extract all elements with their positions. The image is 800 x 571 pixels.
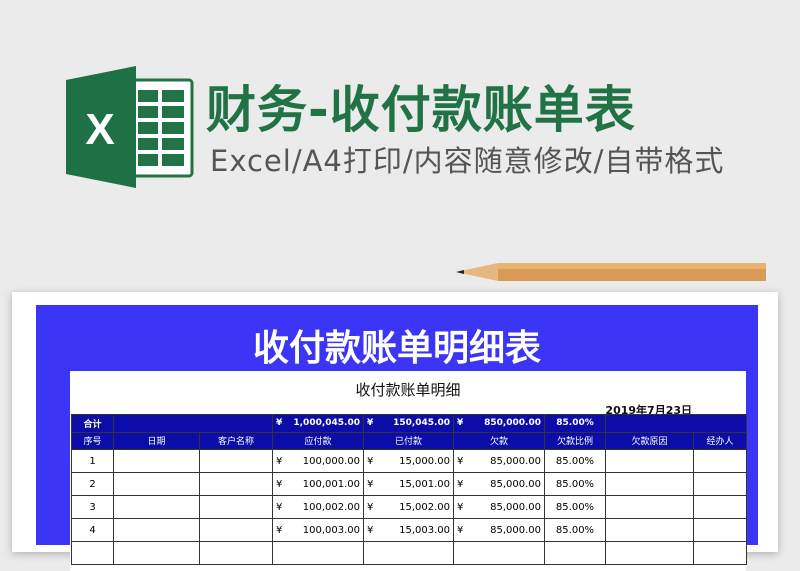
currency-symbol: ¥ — [276, 501, 283, 513]
cell-customer[interactable] — [199, 449, 273, 473]
column-header-row: 序号 日期 客户名称 应付款 已付款 欠款 欠款比例 欠款原因 经办人 — [71, 431, 747, 450]
payable-value: 100,001.00 — [302, 478, 360, 490]
currency-symbol: ¥ — [367, 455, 374, 467]
table-row: 4 ¥100,003.00 ¥15,003.00 ¥85,000.00 85.00% — [71, 518, 747, 542]
paid-value: 15,000.00 — [399, 455, 450, 467]
page-title: 财务-收付款账单表 — [206, 81, 636, 139]
cell-payable[interactable]: ¥100,000.00 — [272, 449, 364, 473]
cell-customer[interactable] — [199, 518, 273, 542]
paid-value: 15,003.00 — [399, 524, 450, 536]
cell-reason[interactable] — [605, 472, 694, 496]
currency-symbol: ¥ — [457, 418, 464, 429]
paid-value: 15,001.00 — [399, 478, 450, 490]
payable-value: 100,002.00 — [302, 501, 360, 513]
col-header: 日期 — [113, 431, 200, 450]
col-header: 序号 — [71, 431, 114, 450]
col-header: 已付款 — [363, 431, 454, 450]
table-row: 2 ¥100,001.00 ¥15,001.00 ¥85,000.00 85.00% — [71, 472, 747, 496]
cell-payable[interactable]: ¥100,002.00 — [272, 495, 364, 519]
cell-date[interactable] — [113, 518, 200, 542]
ledger-table: 合计 ¥1,000,045.00 ¥150,045.00 ¥850,000.00… — [71, 414, 747, 565]
sheet-date: 2019年7月23日 — [605, 404, 692, 417]
cell-paid[interactable]: ¥15,002.00 — [363, 495, 454, 519]
cell-owed[interactable]: ¥85,000.00 — [453, 449, 545, 473]
currency-symbol: ¥ — [276, 524, 283, 536]
table-row: 1 ¥100,000.00 ¥15,000.00 ¥85,000.00 85.00% — [71, 449, 747, 473]
currency-symbol: ¥ — [457, 501, 464, 513]
currency-symbol: ¥ — [457, 478, 464, 490]
cell-no[interactable]: 2 — [71, 472, 114, 496]
col-header: 欠款比例 — [544, 431, 606, 450]
excel-logo-icon: X — [66, 66, 194, 188]
sheet-title: 收付款账单明细 — [355, 381, 461, 399]
total-row: 合计 ¥1,000,045.00 ¥150,045.00 ¥850,000.00… — [71, 414, 747, 433]
currency-symbol: ¥ — [276, 455, 283, 467]
col-header: 应付款 — [272, 431, 364, 450]
cell-paid[interactable]: ¥15,001.00 — [363, 472, 454, 496]
logo-letter: X — [85, 105, 114, 154]
cell-paid[interactable]: ¥15,003.00 — [363, 518, 454, 542]
cell-no[interactable]: 1 — [71, 449, 114, 473]
owed-value: 85,000.00 — [490, 455, 541, 467]
currency-symbol: ¥ — [367, 418, 374, 429]
currency-symbol: ¥ — [457, 455, 464, 467]
cell-payable[interactable]: ¥100,003.00 — [272, 518, 364, 542]
total-payable: 1,000,045.00 — [293, 418, 360, 429]
cell-paid[interactable]: ¥15,000.00 — [363, 449, 454, 473]
currency-symbol: ¥ — [276, 478, 283, 490]
total-owed: 850,000.00 — [484, 418, 541, 429]
cell-no[interactable]: 4 — [71, 518, 114, 542]
col-header: 欠款 — [453, 431, 545, 450]
cell-ratio[interactable]: 85.00% — [544, 495, 606, 519]
currency-symbol: ¥ — [367, 478, 374, 490]
cell-owed[interactable]: ¥85,000.00 — [453, 495, 545, 519]
panel-heading: 收付款账单明细表 — [252, 328, 541, 369]
cell-date[interactable] — [113, 495, 200, 519]
currency-symbol: ¥ — [367, 524, 374, 536]
table-row: 3 ¥100,002.00 ¥15,002.00 ¥85,000.00 85.00% — [71, 495, 747, 519]
currency-symbol: ¥ — [457, 524, 464, 536]
cell-handler[interactable] — [693, 449, 747, 473]
paid-value: 15,002.00 — [399, 501, 450, 513]
owed-value: 85,000.00 — [490, 478, 541, 490]
cell-handler[interactable] — [693, 495, 747, 519]
total-ratio: 85.00% — [544, 414, 606, 433]
col-header: 欠款原因 — [605, 431, 694, 450]
cell-no[interactable]: 3 — [71, 495, 114, 519]
cell-reason[interactable] — [605, 495, 694, 519]
cell-date[interactable] — [113, 449, 200, 473]
cell-ratio[interactable]: 85.00% — [544, 518, 606, 542]
blue-panel: 收付款账单明细表 收付款账单明细 2019年7月23日 合计 ¥1,000,04… — [36, 305, 758, 571]
payable-value: 100,000.00 — [302, 455, 360, 467]
cell-payable[interactable]: ¥100,001.00 — [272, 472, 364, 496]
cell-customer[interactable] — [199, 495, 273, 519]
cell-ratio[interactable]: 85.00% — [544, 472, 606, 496]
pencil-icon — [456, 263, 766, 281]
owed-value: 85,000.00 — [490, 501, 541, 513]
payable-value: 100,003.00 — [302, 524, 360, 536]
table-row — [71, 541, 747, 565]
total-label: 合计 — [71, 414, 114, 433]
cell-reason[interactable] — [605, 518, 694, 542]
col-header: 经办人 — [693, 431, 747, 450]
col-header: 客户名称 — [199, 431, 273, 450]
page-subtitle: Excel/A4打印/内容随意修改/自带格式 — [210, 144, 725, 178]
spreadsheet: 收付款账单明细 2019年7月23日 合计 ¥1,000,045.00 ¥150… — [70, 371, 747, 571]
cell-owed[interactable]: ¥85,000.00 — [453, 472, 545, 496]
currency-symbol: ¥ — [276, 418, 283, 429]
cell-reason[interactable] — [605, 449, 694, 473]
total-paid: 150,045.00 — [393, 418, 450, 429]
cell-customer[interactable] — [199, 472, 273, 496]
cell-owed[interactable]: ¥85,000.00 — [453, 518, 545, 542]
cell-date[interactable] — [113, 472, 200, 496]
cell-handler[interactable] — [693, 518, 747, 542]
owed-value: 85,000.00 — [490, 524, 541, 536]
cell-ratio[interactable]: 85.00% — [544, 449, 606, 473]
currency-symbol: ¥ — [367, 501, 374, 513]
cell-handler[interactable] — [693, 472, 747, 496]
